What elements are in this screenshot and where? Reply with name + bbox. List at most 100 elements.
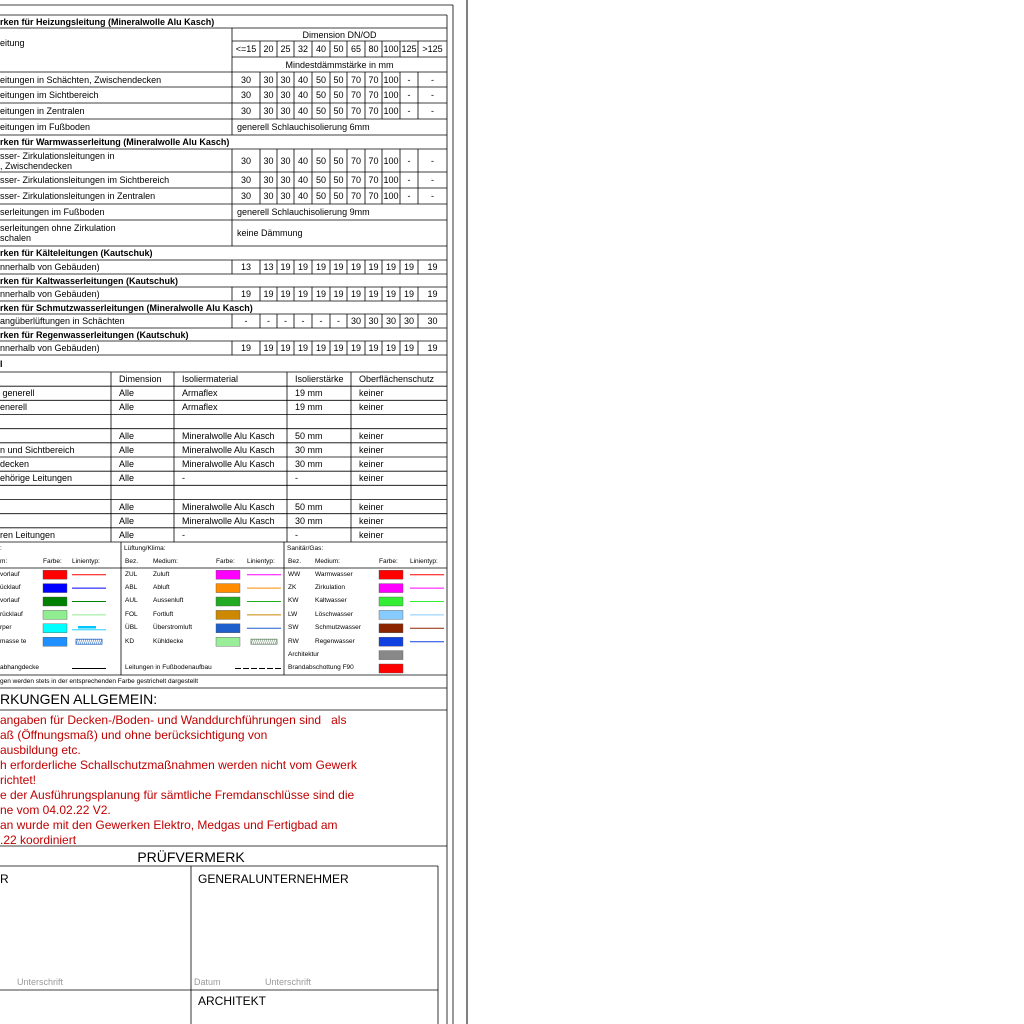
row-label: eitungen im Fußboden (0, 122, 91, 132)
legend-medium: Architektur (288, 651, 320, 659)
legend-header: Medium: (153, 557, 178, 565)
remark-line: h erforderliche Schallschutzmaßnahmen we… (0, 757, 357, 772)
iso-cell: Alle (119, 444, 135, 455)
remark-line: .22 koordiniert (0, 832, 77, 847)
rule (99, 639, 103, 645)
legend-medium: rper (0, 624, 12, 632)
row-label: serleitungen ohne Zirkulation schalen (0, 223, 116, 243)
color-swatch (215, 596, 241, 607)
thickness-value: 70 (368, 90, 379, 100)
iso-cell: Isoliermaterial (182, 374, 239, 385)
iso-cell: Mineralwolle Alu Kasch (182, 444, 275, 455)
thickness-value: 40 (297, 90, 308, 100)
thickness-value: 19 (280, 289, 291, 299)
iso-cell: 19 mm (295, 388, 323, 399)
thickness-value: 19 (403, 262, 414, 272)
legend-group-title: Sanitär/Gas: (287, 544, 324, 552)
legend-code: WW (288, 570, 301, 578)
thickness-value: 100 (383, 175, 399, 185)
thickness-value: 30 (263, 90, 274, 100)
thickness-value: 19 (240, 289, 251, 299)
rule (272, 639, 276, 645)
thickness-value: 40 (297, 175, 308, 185)
rule (260, 639, 264, 645)
iso-cell: ren Leitungen (0, 529, 56, 540)
rule (77, 639, 81, 645)
rule (252, 639, 256, 645)
legend-medium: Zuluft (153, 570, 170, 578)
thickness-value: 30 (263, 106, 274, 116)
row-label: angüberlüftungen in Schächten (0, 316, 125, 326)
legend-medium: ücklauf (0, 584, 21, 592)
thickness-value: 19 (403, 343, 414, 353)
thickness-value: 70 (368, 74, 379, 85)
rule (274, 639, 278, 645)
color-swatch (42, 610, 68, 620)
dn-header: 65 (350, 44, 361, 54)
unit-header: Mindestdämmstärke in mm (285, 59, 394, 70)
row-label: sser- Zirkulationsleitungen im Sichtbere… (0, 175, 170, 185)
thickness-value: 50 (315, 106, 326, 116)
iso-cell: Alle (119, 459, 135, 470)
iso-cell: ehörige Leitungen (0, 473, 73, 484)
header-label: eitung (0, 37, 25, 48)
thickness-value: 30 (240, 74, 251, 85)
dn-header: 32 (297, 44, 308, 54)
thickness-value: 30 (280, 90, 291, 100)
thickness-value: 30 (280, 175, 291, 185)
section-heading: rken für Regenwasserleitungen (Kautschuk… (0, 329, 189, 340)
row-label: sser- Zirkulationsleitungen in Zentralen (0, 191, 156, 201)
check-label: R (0, 872, 9, 886)
thickness-value: 30 (240, 155, 251, 166)
color-swatch (378, 637, 404, 647)
section-heading: rken für Schmutzwasserleitungen (Mineral… (0, 302, 253, 313)
remark-line: ausbildung etc. (0, 742, 81, 757)
rule (75, 639, 79, 645)
remark-line: ne vom 04.02.22 V2. (0, 802, 111, 817)
iso-cell: keiner (359, 430, 384, 441)
signature-hint: Unterschrift (265, 976, 312, 987)
iso-cell: - (295, 529, 298, 540)
thickness-value: - (431, 74, 434, 85)
dn-header: 20 (263, 44, 274, 54)
rule (264, 639, 268, 645)
thickness-value: - (319, 316, 323, 326)
dn-header: 100 (383, 44, 399, 54)
thickness-value: 30 (368, 316, 379, 326)
rule (93, 639, 97, 645)
legend-medium: vorlauf (0, 597, 20, 605)
legend-header: Farbe: (216, 557, 235, 565)
iso-cell: enerell (0, 402, 28, 413)
rule (270, 639, 274, 645)
thickness-value: 30 (263, 191, 274, 201)
rule (254, 639, 258, 645)
iso-cell: Armaflex (182, 402, 218, 413)
thickness-value: 40 (297, 155, 308, 166)
thickness-value: 30 (240, 191, 251, 201)
legend-medium: Kühldecke (153, 637, 184, 645)
rule (266, 639, 270, 645)
legend-medium: Überstromluft (153, 624, 193, 632)
thickness-value: 19 (403, 289, 414, 299)
legend-medium: Fortluft (153, 610, 174, 618)
legend-code: AUL (125, 597, 138, 605)
thickness-value: - (407, 106, 411, 116)
thickness-value: 50 (315, 90, 326, 100)
thickness-value: 30 (240, 90, 251, 100)
dn-header: >125 (422, 44, 443, 54)
thickness-value: 19 (297, 262, 308, 272)
thickness-value: 30 (403, 316, 414, 326)
thickness-value: 19 (368, 343, 379, 353)
thickness-value: 70 (350, 191, 361, 201)
remark-line: aß (Öffnungsmaß) und ohne berücksichtigu… (0, 727, 268, 742)
dn-header: 25 (280, 44, 291, 54)
signature-hint: Unterschrift (17, 976, 64, 987)
thickness-value: 19 (368, 289, 379, 299)
color-swatch (42, 637, 68, 647)
thickness-value: 50 (315, 175, 326, 185)
legend-code: ABL (125, 584, 138, 592)
iso-cell: Alle (119, 473, 135, 484)
thickness-value: 19 (368, 262, 379, 272)
legend-medium: Abluft (153, 584, 170, 592)
thickness-value: 19 (297, 343, 308, 353)
